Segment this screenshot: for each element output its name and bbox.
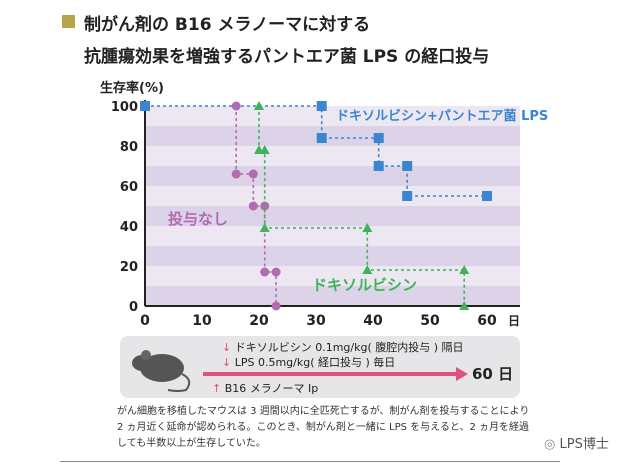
background-stripe [145, 246, 520, 266]
arrow-up-icon: ↑ [212, 382, 222, 395]
x-tick-label: 50 [420, 313, 440, 329]
watermark-text: LPS博士 [559, 437, 609, 452]
data-point-circle [231, 169, 241, 179]
data-point-triangle [459, 265, 470, 274]
series-label: ドキソルビシン [312, 276, 417, 294]
y-tick-label: 80 [120, 140, 138, 155]
section-square-icon [62, 15, 75, 28]
data-point-circle [260, 267, 270, 277]
x-tick-label: 0 [140, 313, 150, 329]
background-stripe [145, 286, 520, 306]
x-tick-label: 10 [192, 313, 212, 329]
doxorubicin-dose-text: ドキソルビシン 0.1mg/kg( 腹腔内投与 ) 隔日 [234, 341, 464, 354]
data-point-square [316, 101, 327, 111]
series-label: 投与なし [168, 210, 228, 228]
data-point-circle [271, 267, 281, 277]
arrow-down-icon: ↓ [222, 356, 232, 369]
data-point-triangle [362, 223, 373, 232]
timeline-arrow [203, 372, 458, 376]
data-point-square [402, 191, 413, 201]
caption: がん細胞を移植したマウスは 3 週間以内に全匹死亡するが、制がん剤を投与すること… [117, 406, 530, 449]
data-point-square [316, 133, 327, 143]
background-stripe [145, 126, 520, 146]
y-axis-label: 生存率(%) [100, 80, 164, 96]
mouse-icon [132, 350, 191, 392]
background-stripe [145, 166, 520, 186]
data-point-triangle [259, 145, 270, 154]
end-day-label: 60 日 [472, 365, 514, 383]
divider [60, 461, 560, 462]
y-tick-label: 20 [120, 260, 138, 275]
data-point-triangle [362, 265, 373, 274]
data-point-square [373, 161, 384, 171]
background-stripe [145, 106, 520, 126]
b16-implant-text: B16 メラノーマ Ip [224, 382, 319, 395]
b16-implant: ↑ B16 メラノーマ Ip [212, 380, 318, 396]
y-tick-label: 0 [129, 300, 138, 315]
x-tick-label: 30 [306, 313, 326, 329]
background-stripe [145, 186, 520, 206]
survival-chart: 0 20 40 60 80 100 0 10 20 30 40 50 60 日 生存率(%) ドキソルビシン+… [100, 80, 548, 329]
data-point-square [482, 191, 492, 201]
data-point-triangle [459, 301, 470, 310]
arrow-head-icon [456, 367, 468, 381]
y-tick-label: 40 [120, 220, 138, 235]
background-stripe [145, 266, 520, 286]
data-point-circle [260, 201, 270, 211]
watermark: ◎ LPS博士 [544, 433, 609, 452]
x-unit-label: 日 [508, 314, 520, 328]
lps-dose: ↓ LPS 0.5mg/kg( 経口投与 ) 毎日 [222, 354, 395, 370]
background-stripe [145, 206, 520, 226]
y-tick-label: 100 [111, 100, 138, 115]
data-point-square [373, 133, 384, 143]
lps-dose-text: LPS 0.5mg/kg( 経口投与 ) 毎日 [234, 356, 396, 369]
protocol-diagram: ↓ ドキソルビシン 0.1mg/kg( 腹腔内投与 ) 隔日 ↓ LPS 0.5… [120, 336, 520, 398]
title-line-1: 制がん剤の B16 メラノーマに対する [84, 15, 371, 35]
wechat-icon: ◎ [544, 437, 556, 452]
y-tick-label: 60 [120, 180, 138, 195]
arrow-down-icon: ↓ [222, 341, 232, 354]
data-point-triangle [259, 223, 270, 232]
data-point-triangle [254, 101, 264, 110]
x-tick-label: 60 [477, 313, 497, 329]
x-tick-label: 20 [249, 313, 269, 329]
data-point-circle [231, 101, 241, 111]
data-point-circle [248, 201, 258, 211]
series-label: ドキソルビシン+パントエア菌 LPS [336, 108, 548, 124]
series-line [145, 105, 487, 197]
background-stripe [145, 226, 520, 246]
data-point-square [140, 101, 150, 111]
x-tick-label: 40 [363, 313, 383, 329]
title-line-2: 抗腫瘍効果を増強するパントエア菌 LPS の経口投与 [84, 47, 490, 67]
data-point-square [402, 161, 413, 171]
doxorubicin-dose: ↓ ドキソルビシン 0.1mg/kg( 腹腔内投与 ) 隔日 [222, 339, 464, 355]
background-stripe [145, 146, 520, 166]
data-point-circle [271, 301, 281, 311]
data-point-circle [248, 169, 258, 179]
